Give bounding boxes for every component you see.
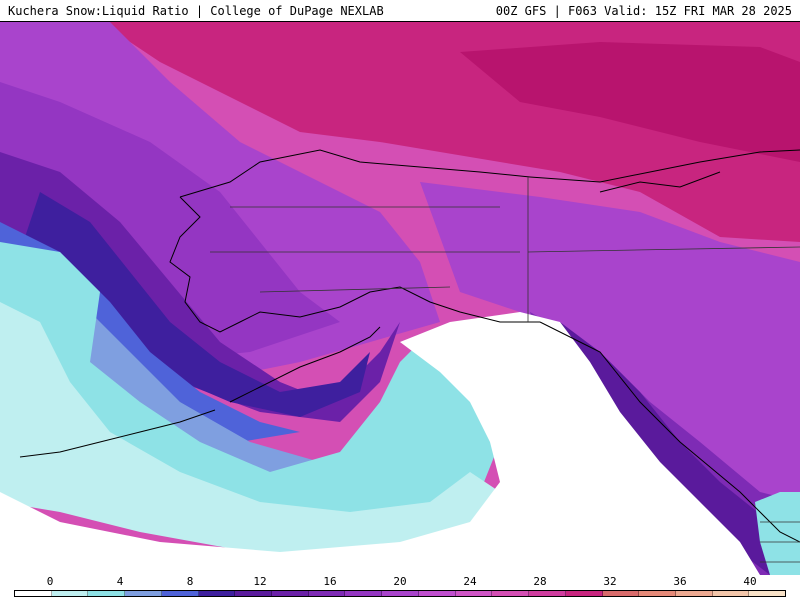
colorbar-segment [51, 591, 89, 596]
product-title: Kuchera Snow:Liquid Ratio | College of D… [8, 4, 384, 18]
field-dark-band [0, 152, 400, 422]
snow-ratio-map [0, 22, 800, 575]
colorbar-segment [712, 591, 750, 596]
colorbar-segment [198, 591, 236, 596]
colorbar-segment [639, 591, 676, 596]
colorbar-segment [418, 591, 456, 596]
colorbar-segment [602, 591, 640, 596]
colorbar-segment [15, 591, 52, 596]
colorbar-ticks: 0 4 8 12 16 20 24 28 32 36 40 [0, 575, 800, 588]
colorbar-segment [382, 591, 419, 596]
field-magenta-core [460, 42, 800, 162]
colorbar-segment [492, 591, 530, 596]
legend-tick: 8 [186, 575, 194, 588]
colorbar-segment [161, 591, 199, 596]
colorbar-segment [88, 591, 126, 596]
field-pale-cyan [0, 302, 500, 552]
field-darkest-band [20, 192, 370, 417]
map-header: Kuchera Snow:Liquid Ratio | College of D… [0, 0, 800, 22]
colorbar-segment [125, 591, 162, 596]
legend-tick: 24 [463, 575, 477, 588]
legend-tick: 4 [116, 575, 124, 588]
field-deep-violet-coast [560, 322, 800, 575]
legend-tick: 16 [323, 575, 337, 588]
field-white-ocean [0, 312, 760, 575]
colorbar [14, 590, 786, 597]
colorbar-segment [455, 591, 493, 596]
legend-tick: 28 [533, 575, 547, 588]
colorbar-segment [749, 591, 786, 596]
colorbar-segment [272, 591, 309, 596]
colorbar-segment [235, 591, 273, 596]
legend-tick: 20 [393, 575, 407, 588]
political-borders [210, 177, 800, 563]
field-se-cyan [755, 492, 800, 575]
colorbar-segment [308, 591, 346, 596]
legend-tick: 32 [603, 575, 617, 588]
legend-tick: 12 [253, 575, 267, 588]
colorbar-segment [565, 591, 603, 596]
legend-tick: 36 [673, 575, 687, 588]
colorbar-segment [529, 591, 566, 596]
legend-tick: 40 [743, 575, 757, 588]
legend-tick: 0 [46, 575, 54, 588]
coastlines [19, 149, 800, 543]
model-run-info: 00Z GFS | F063 Valid: 15Z FRI MAR 28 202… [495, 4, 792, 18]
colorbar-legend: 0 4 8 12 16 20 24 28 32 36 40 [0, 575, 800, 600]
colorbar-segment [675, 591, 713, 596]
colorbar-segment [345, 591, 383, 596]
